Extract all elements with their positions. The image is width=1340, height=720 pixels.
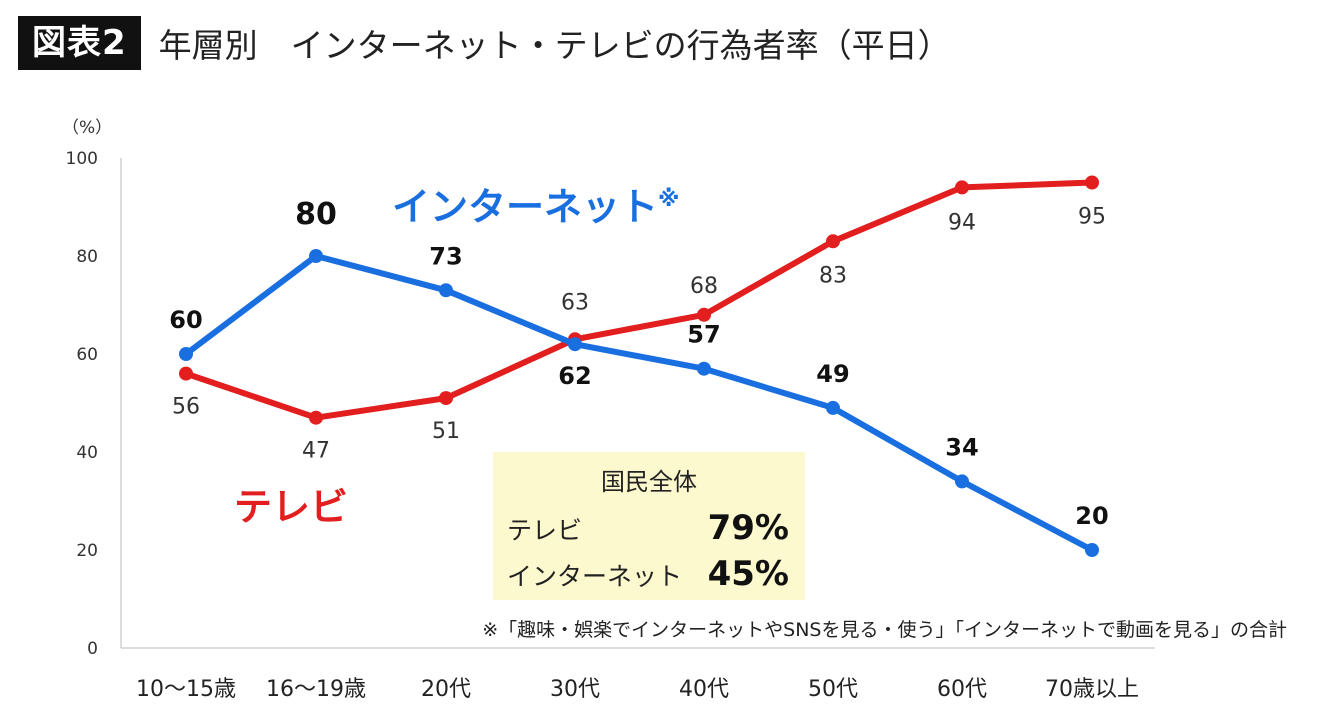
tv-point bbox=[955, 180, 969, 195]
internet-value-label: 20 bbox=[1075, 502, 1108, 530]
summary-label-internet: インターネット bbox=[507, 562, 683, 591]
tv-value-label: 63 bbox=[561, 290, 589, 315]
tv-point bbox=[1085, 175, 1099, 190]
internet-point bbox=[309, 249, 323, 263]
y-tick-label: 100 bbox=[66, 149, 98, 169]
tv-point bbox=[179, 366, 193, 381]
internet-point bbox=[826, 400, 840, 415]
tv-point bbox=[439, 391, 453, 406]
x-tick-label: 30代 bbox=[550, 677, 600, 702]
figure-badge: 図表2 bbox=[18, 16, 141, 70]
internet-point bbox=[568, 337, 582, 352]
x-tick-label: 10～15歳 bbox=[136, 677, 236, 702]
summary-value-tv: 79% bbox=[707, 508, 789, 548]
chart-title: 年層別 インターネット・テレビの行為者率（平日） bbox=[158, 26, 951, 65]
x-tick-label: 50代 bbox=[808, 677, 858, 702]
series-name-internet-mark: ※ bbox=[658, 187, 679, 212]
series-names: インターネット ※テレビ※「趣味・娯楽でインターネットやSNSを見る・使う」「イン… bbox=[234, 185, 1287, 641]
series-name-tv: テレビ bbox=[234, 485, 348, 529]
summary-title: 国民全体 bbox=[601, 468, 697, 496]
internet-point bbox=[697, 361, 711, 376]
internet-point bbox=[179, 347, 193, 361]
tv-line bbox=[183, 179, 1095, 421]
tv-value-label: 95 bbox=[1078, 205, 1106, 230]
summary-row-internet: インターネット 45% bbox=[507, 554, 789, 594]
y-tick-label: 20 bbox=[76, 541, 98, 561]
internet-value-label: 73 bbox=[429, 242, 462, 270]
internet-value-label: 60 bbox=[169, 306, 202, 334]
tv-value-label: 51 bbox=[432, 419, 460, 444]
y-tick-label: 60 bbox=[76, 345, 98, 365]
internet-value-label: 49 bbox=[816, 360, 849, 388]
chart-axes: 0 20 40 60 80 100 （%） 10～15歳 16～19歳 20代 30代 40代 50代 6… bbox=[62, 118, 1155, 702]
tv-point bbox=[697, 307, 711, 322]
tv-point bbox=[826, 234, 840, 249]
summary-value-internet: 45% bbox=[707, 554, 789, 594]
summary-box: 国民全体 テレビ 79% インターネット 45% bbox=[493, 452, 805, 600]
tv-value-label: 56 bbox=[172, 395, 200, 420]
x-tick-label: 40代 bbox=[679, 677, 729, 702]
y-tick-label: 0 bbox=[87, 639, 98, 659]
internet-point bbox=[439, 283, 453, 298]
chart-footnote: ※「趣味・娯楽でインターネットやSNSを見る・使う」「インターネットで動画を見る… bbox=[482, 619, 1287, 641]
chart-lines bbox=[179, 175, 1099, 557]
y-tick-label: 40 bbox=[76, 443, 98, 463]
tv-value-label: 94 bbox=[948, 210, 976, 235]
x-tick-label: 70歳以上 bbox=[1045, 677, 1139, 702]
summary-label-tv: テレビ bbox=[507, 516, 583, 545]
internet-value-label: 34 bbox=[945, 433, 978, 461]
internet-point bbox=[1085, 543, 1099, 557]
internet-point bbox=[955, 474, 969, 489]
y-tick-label: 80 bbox=[76, 247, 98, 267]
tv-point bbox=[309, 410, 323, 425]
y-axis-unit: （%） bbox=[62, 118, 112, 138]
tv-value-label: 47 bbox=[302, 439, 330, 464]
series-name-internet: インターネット bbox=[392, 185, 658, 229]
x-tick-label: 16～19歳 bbox=[266, 677, 366, 702]
title-bar: 図表2 年層別 インターネット・テレビの行為者率（平日） bbox=[18, 16, 951, 70]
internet-line bbox=[183, 253, 1095, 553]
tv-value-label: 68 bbox=[690, 274, 718, 299]
data-labels: 60 80 73 62 57 49 34 20 56 47 51 63 68 83 94 95 bbox=[169, 197, 1108, 530]
internet-value-label: 80 bbox=[295, 197, 337, 232]
internet-value-label: 57 bbox=[687, 321, 720, 349]
x-tick-label: 60代 bbox=[937, 677, 987, 702]
x-tick-label: 20代 bbox=[421, 677, 471, 702]
tv-value-label: 83 bbox=[819, 263, 847, 288]
internet-value-label: 62 bbox=[558, 362, 591, 390]
summary-row-tv: テレビ 79% bbox=[507, 508, 789, 548]
